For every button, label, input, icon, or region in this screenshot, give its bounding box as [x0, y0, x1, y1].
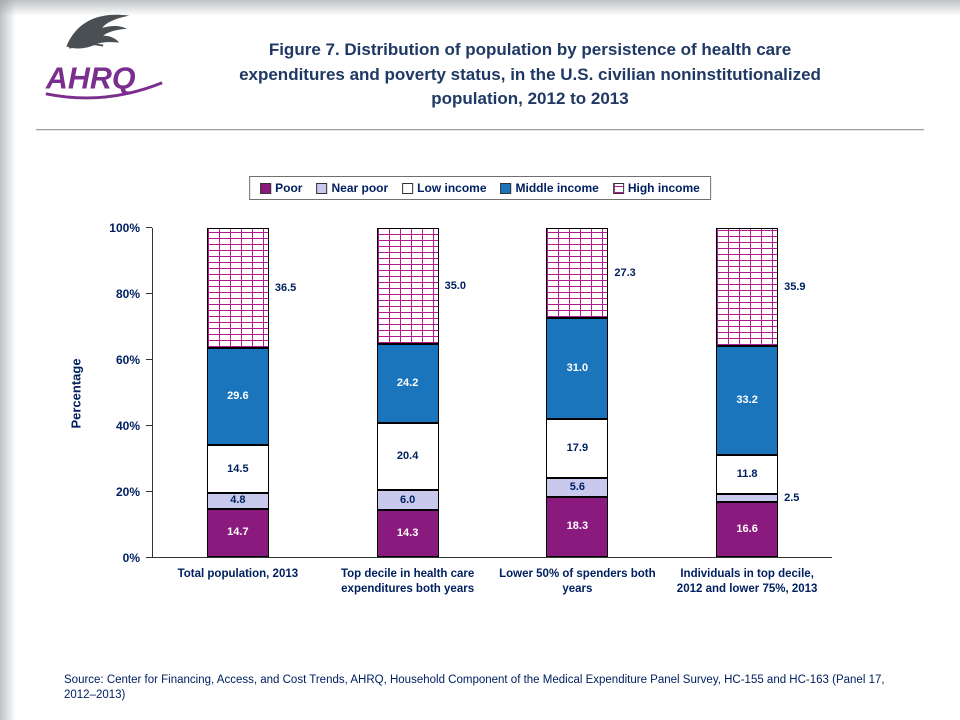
segment-high-income [716, 228, 779, 347]
legend-item-near-poor: Near poor [316, 181, 388, 195]
y-tick-mark [146, 227, 152, 228]
stacked-bar: 14.3 6.0 20.4 24.2 35.0 [376, 228, 466, 557]
category-label: Lower 50% of spenders both years [499, 568, 656, 595]
legend-label: High income [627, 181, 700, 195]
category-label: Total population, 2013 [177, 568, 299, 580]
bar-column: 16.6 2.5 11.8 33.2 35.9 Individuals in top de… [662, 228, 832, 595]
y-tick-mark [146, 491, 152, 492]
legend-swatch-low-income [402, 182, 414, 194]
legend: Poor Near poor Low income Middle income High… [249, 176, 711, 200]
header-divider [36, 129, 924, 131]
bar-column: 14.3 6.0 20.4 24.2 35.0 Top decile in health … [323, 228, 493, 595]
value-label: 35.9 [784, 281, 806, 294]
legend-item-middle-income: Middle income [500, 181, 599, 195]
figure-title: Figure 7. Distribution of population by … [239, 40, 821, 109]
segment-middle-income-value-label: 33.2 [716, 346, 779, 456]
y-tick-mark [146, 293, 152, 294]
segment-low-income-value-label: 20.4 [376, 423, 439, 491]
plot-area: 14.7 4.8 14.5 29.6 36.5 Total population, 201… [152, 227, 832, 595]
segment-poor-value-label: 14.3 [376, 509, 439, 557]
legend-label: Low income [417, 181, 487, 195]
value-label: 27.3 [614, 266, 636, 279]
y-tick-mark [146, 425, 152, 426]
y-tick-mark [146, 557, 152, 558]
svg-text:AHRQ: AHRQ [45, 61, 136, 95]
legend-swatch-high-income [612, 182, 624, 194]
stacked-bar: 14.7 4.8 14.5 29.6 36.5 [206, 227, 296, 557]
segment-poor-value-label: 18.3 [546, 496, 609, 557]
source-note: Source: Center for Financing, Access, an… [64, 673, 885, 702]
segment-high-income [376, 228, 439, 344]
stacked-bar-chart: Percentage 0% 20% 40% 60% 80% 100% 14.7 4.8 14.… [58, 222, 832, 595]
legend-item-high-income: High income [612, 181, 700, 195]
hhs-eagle-icon [66, 14, 130, 49]
segment-low-income-value-label: 11.8 [716, 455, 779, 495]
legend-label: Middle income [515, 181, 599, 195]
y-tick-label: 60% [115, 353, 140, 367]
y-tick-label: 20% [115, 485, 140, 499]
y-tick-label: 100% [109, 221, 140, 235]
segment-near-poor-value-label: 5.6 [546, 478, 609, 497]
segment-poor-value-label: 14.7 [206, 508, 269, 557]
category-label: Individuals in top decile, 2012 and lowe… [676, 568, 818, 595]
y-tick-label: 80% [115, 287, 140, 301]
legend-label: Near poor [331, 181, 389, 195]
legend-item-low-income: Low income [402, 181, 487, 195]
legend-item-poor: Poor [260, 181, 302, 195]
y-axis-title-wrap: Percentage [58, 228, 94, 558]
bar-column: 14.7 4.8 14.5 29.6 36.5 Total population, 201… [153, 227, 323, 580]
segment-high-income [546, 227, 609, 318]
segment-middle-income-value-label: 31.0 [546, 317, 609, 420]
y-tick-mark [146, 359, 152, 360]
segment-poor-value-label: 16.6 [716, 502, 779, 557]
segment-near-poor-value-label: 6.0 [376, 490, 439, 510]
y-axis-title: Percentage [68, 357, 84, 429]
segment-near-poor [716, 494, 779, 503]
y-tick-label: 40% [115, 419, 140, 433]
bar-column: 18.3 5.6 17.9 31.0 27.3 Lower 50% of spenders… [493, 227, 663, 595]
legend-swatch-middle-income [500, 182, 512, 194]
legend-label: Poor [275, 181, 303, 195]
segment-middle-income-value-label: 29.6 [206, 347, 269, 446]
segment-low-income-value-label: 14.5 [206, 445, 269, 493]
segment-high-income [206, 227, 269, 348]
value-label: 36.5 [274, 281, 297, 294]
ahrq-logo: AHRQ [44, 8, 174, 118]
stacked-bar: 18.3 5.6 17.9 31.0 27.3 [546, 227, 636, 557]
segment-near-poor-value-label: 4.8 [206, 492, 269, 509]
legend-swatch-poor [260, 182, 272, 194]
category-label: Top decile in health care expenditures b… [340, 568, 475, 595]
value-label: 35.0 [444, 279, 467, 292]
stacked-bar: 16.6 2.5 11.8 33.2 35.9 [716, 228, 806, 557]
ahrq-logo-text: AHRQ [45, 61, 163, 100]
value-label: 2.5 [784, 492, 800, 505]
y-tick-label: 0% [122, 551, 140, 565]
y-axis: 0% 20% 40% 60% 80% 100% [94, 222, 152, 564]
segment-middle-income-value-label: 24.2 [376, 343, 439, 424]
legend-swatch-near-poor [316, 182, 328, 194]
segment-low-income-value-label: 17.9 [546, 419, 609, 479]
